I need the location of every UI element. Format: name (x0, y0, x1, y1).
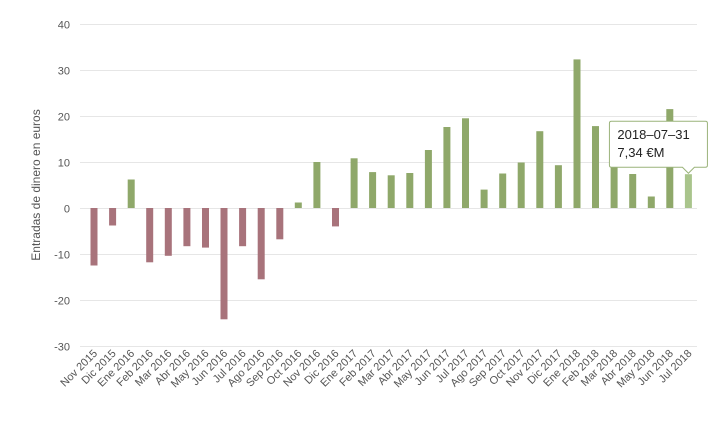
bar (109, 208, 117, 226)
y-tick-label: -30 (54, 342, 70, 354)
tooltip-box (608, 120, 708, 174)
tooltip-value: 7,34 €M (617, 145, 664, 160)
y-tick-label: -20 (54, 296, 70, 308)
bar (146, 208, 154, 263)
bar (443, 127, 451, 208)
y-axis-ticks: -30 -20 -10 0 10 20 30 40 (54, 20, 70, 354)
bar (257, 208, 265, 280)
bar (220, 208, 228, 320)
bar (313, 162, 321, 208)
bar (554, 165, 562, 208)
bar (592, 126, 599, 208)
y-tick-label: -10 (54, 250, 70, 262)
bar (462, 118, 469, 208)
bar (183, 208, 191, 247)
bar (406, 173, 414, 208)
bar (517, 162, 525, 208)
y-axis-label: Entradas de dinero en euros (29, 109, 43, 260)
y-tick-label: 10 (58, 158, 70, 170)
bar (610, 130, 618, 208)
bar (276, 208, 284, 240)
bar (536, 131, 544, 208)
y-tick-label: 30 (58, 66, 70, 78)
bar (387, 175, 395, 208)
bar (573, 59, 581, 209)
bar (350, 158, 358, 208)
bar (294, 202, 302, 208)
bar (424, 150, 432, 208)
tooltip: 2018–07–31 7,34 €M (608, 120, 708, 174)
y-tick-label: 40 (58, 20, 70, 32)
bar (647, 196, 655, 208)
y-tick-label: 20 (58, 112, 70, 124)
bar (164, 208, 172, 256)
y-tick-label: 0 (64, 204, 70, 216)
bar (480, 189, 488, 208)
bar (369, 172, 377, 208)
bars (90, 59, 692, 320)
grid-lines (80, 24, 697, 347)
bar (90, 208, 98, 266)
bar (684, 174, 692, 208)
tooltip-date: 2018–07–31 (617, 127, 689, 142)
bar (239, 208, 247, 247)
bar (629, 174, 637, 208)
bar (127, 179, 135, 208)
bar (332, 208, 339, 227)
bar (202, 208, 209, 248)
bar (499, 173, 507, 208)
